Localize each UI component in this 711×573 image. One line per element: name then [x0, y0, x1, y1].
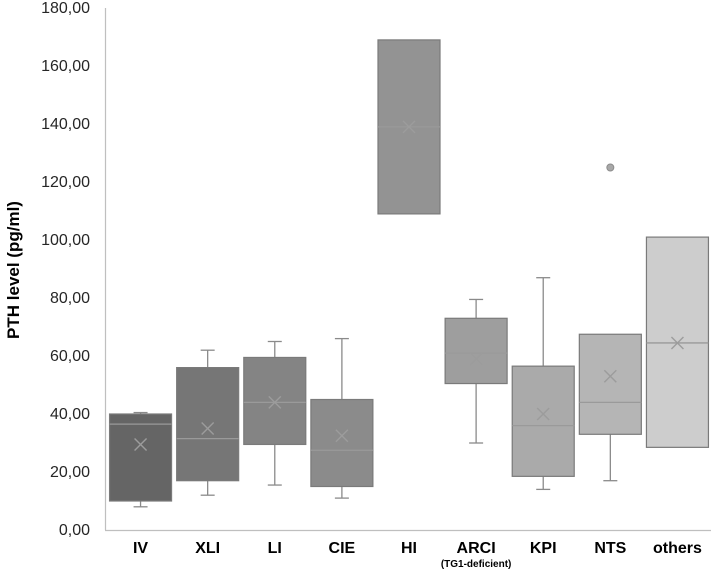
boxes [108, 39, 710, 508]
iqr-box [310, 398, 374, 488]
x-tick-sublabel: (TG1-deficient) [441, 559, 512, 570]
box-others [645, 236, 710, 448]
mean-marker [536, 407, 550, 421]
box-iv [108, 411, 173, 508]
mean-marker [670, 336, 684, 350]
x-tick-label: LI [268, 540, 282, 557]
outlier-point [606, 163, 615, 172]
mean-marker [402, 120, 416, 134]
iqr-box [578, 333, 642, 435]
mean-marker [335, 429, 349, 443]
mean-marker [201, 422, 215, 435]
x-tick-label: IV [133, 540, 148, 557]
box-arci [444, 298, 508, 444]
box-cie [310, 337, 374, 499]
y-tick-label: 160,00 [41, 58, 90, 75]
iqr-box [645, 236, 710, 448]
iqr-box [176, 367, 240, 482]
iqr-box [243, 356, 307, 446]
y-tick-label: 20,00 [50, 464, 90, 481]
y-tick-label: 100,00 [41, 232, 90, 249]
x-tick-label: XLI [195, 540, 220, 557]
iqr-box [444, 317, 508, 385]
x-tick-label: NTS [594, 540, 626, 557]
y-tick-label: 80,00 [50, 290, 90, 307]
y-axis-label: PTH level (pg/ml) [4, 201, 23, 339]
box-kpi [511, 277, 575, 491]
mean-marker [603, 369, 617, 383]
mean-marker [268, 395, 282, 409]
mean-marker [469, 352, 483, 366]
box-hi [377, 39, 441, 215]
y-tick-labels: 0,00 20,00 40,00 60,00 80,00 100,00 120,00 140,… [41, 0, 90, 539]
y-tick-label: 120,00 [41, 174, 90, 191]
x-tick-label: HI [401, 540, 417, 557]
x-tick-labels: IV XLI LI CIE HI ARCI (TG1-deficient) KPI NTS oth… [133, 540, 702, 570]
axes [104, 8, 711, 532]
y-tick-label: 140,00 [41, 116, 90, 133]
y-tick-label: 0,00 [59, 522, 90, 539]
x-tick-label: CIE [329, 540, 356, 557]
mean-marker [134, 437, 148, 451]
y-tick-label: 60,00 [50, 348, 90, 365]
x-tick-label: KPI [530, 540, 557, 557]
box-li [243, 340, 307, 486]
box-nts [578, 163, 642, 482]
x-tick-label: ARCI [457, 540, 496, 557]
x-tick-label: others [653, 540, 702, 557]
y-tick-label: 180,00 [41, 0, 90, 17]
iqr-box [108, 413, 173, 502]
y-tick-label: 40,00 [50, 406, 90, 423]
box-xli [176, 349, 240, 496]
iqr-box [511, 365, 575, 477]
